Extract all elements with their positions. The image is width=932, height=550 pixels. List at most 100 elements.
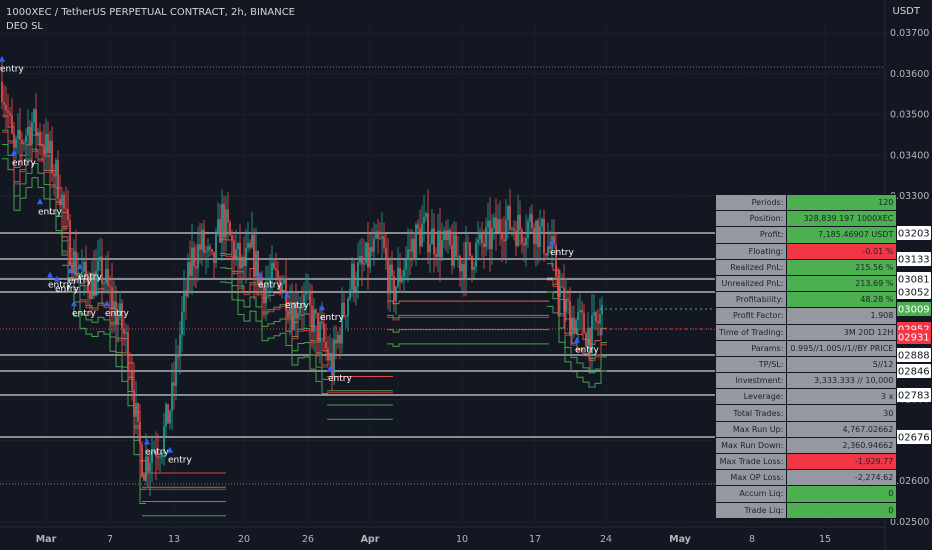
entry-label: entry	[55, 285, 79, 295]
candle-body	[545, 253, 547, 256]
x-tick-label: 20	[238, 534, 250, 545]
stats-value: 3,333.333 // 10,000	[786, 372, 898, 390]
price-label-box	[887, 226, 931, 240]
candle-body	[337, 334, 339, 344]
stats-value: 215.56 %	[786, 258, 898, 276]
candle-body	[175, 354, 177, 386]
price-label: 0.02931	[888, 333, 929, 344]
stats-key: Max Run Down:	[714, 436, 788, 455]
candle-body	[561, 286, 563, 288]
entry-arrow-icon	[319, 304, 325, 311]
candle-body	[331, 353, 333, 378]
stats-row: Total Trades: 30	[714, 404, 898, 422]
candle-body	[171, 382, 173, 412]
band-line	[387, 343, 549, 347]
x-tick-label: 8	[749, 534, 755, 545]
candle-body	[125, 332, 127, 334]
candle-body	[107, 269, 109, 286]
candle-body	[7, 110, 9, 113]
candle-body	[87, 276, 89, 292]
candle-body	[417, 224, 419, 229]
candle-body	[75, 251, 77, 276]
candle-body	[593, 312, 595, 316]
candle-body	[493, 217, 495, 229]
candle-body	[427, 213, 429, 253]
candle-body	[267, 282, 269, 286]
chart-title: 1000XEC / TetherUS PERPETUAL CONTRACT, 2…	[6, 7, 295, 18]
candle-body	[253, 234, 255, 277]
strategy-stats-table: Periods: 120 Position: 328,839.197 1000XEC P…	[714, 193, 898, 519]
entry-arrow-icon	[104, 300, 110, 307]
stats-key: Investment:	[714, 372, 788, 390]
y-tick-label: 0.02600	[890, 476, 929, 487]
price-label: 0.02676	[888, 433, 929, 444]
stats-key: Profit Factor:	[714, 307, 788, 325]
candle-body	[215, 231, 217, 263]
candle-body	[261, 276, 263, 287]
stats-value: 30	[786, 404, 898, 422]
x-tick-label: May	[669, 534, 692, 545]
stats-key: Unrealized PnL:	[714, 274, 788, 293]
entry-arrow-icon	[574, 336, 580, 343]
candle-body	[249, 242, 251, 248]
candle-body	[563, 287, 565, 312]
candle-body	[483, 243, 485, 248]
candle-body	[553, 236, 555, 245]
candle-body	[449, 230, 451, 245]
candle-body	[571, 317, 573, 335]
candle-body	[45, 134, 47, 155]
candle-body	[491, 228, 493, 250]
candle-body	[43, 145, 45, 155]
candle-body	[103, 283, 105, 285]
candle-body	[173, 382, 175, 386]
entry-label: entry	[12, 158, 36, 168]
y-tick-label: 0.02500	[890, 517, 929, 528]
x-tick-label: 17	[529, 534, 541, 545]
candle-body	[577, 312, 579, 321]
candle-body	[35, 109, 37, 136]
candle-body	[117, 316, 119, 324]
candle-body	[477, 239, 479, 244]
candle-body	[573, 317, 575, 334]
candle-body	[155, 451, 157, 457]
entry-label: entry	[0, 65, 24, 75]
candle-body	[25, 135, 27, 143]
candle-body	[123, 328, 125, 334]
stats-key: Accum Liq:	[714, 485, 788, 503]
price-label: 0.03133	[888, 255, 929, 266]
candle-body	[357, 262, 359, 287]
candle-body	[81, 271, 83, 274]
stats-row: Max Trade Loss: -1,929.77	[714, 452, 898, 471]
price-label-box	[887, 348, 931, 362]
candle-body	[575, 320, 577, 334]
candle-body	[465, 242, 467, 280]
stats-key: Leverage:	[714, 388, 788, 406]
candle-body	[67, 208, 69, 221]
entry-label: entry	[285, 301, 309, 311]
stats-row: Max Run Up: 4,767.02662	[714, 420, 898, 438]
entry-label: entry	[168, 456, 192, 466]
candle-body	[177, 354, 179, 357]
candle-body	[97, 261, 99, 271]
entry-label: entry	[72, 309, 96, 319]
candle-body	[509, 205, 511, 230]
candle-body	[437, 230, 439, 257]
candle-body	[57, 160, 59, 199]
candle-body	[167, 404, 169, 424]
candle-body	[59, 198, 61, 206]
candle-body	[473, 266, 475, 270]
candle-body	[15, 138, 17, 148]
candle-body	[599, 314, 601, 324]
candle-body	[323, 323, 325, 342]
candle-body	[237, 243, 239, 250]
candle-body	[533, 228, 535, 244]
candle-body	[187, 262, 189, 297]
candle-body	[263, 286, 265, 304]
candle-body	[23, 142, 25, 145]
candle-body	[301, 307, 303, 309]
band-line	[547, 263, 607, 345]
candle-body	[433, 228, 435, 255]
candle-body	[363, 262, 365, 265]
candle-body	[517, 214, 519, 247]
candle-body	[523, 243, 525, 246]
